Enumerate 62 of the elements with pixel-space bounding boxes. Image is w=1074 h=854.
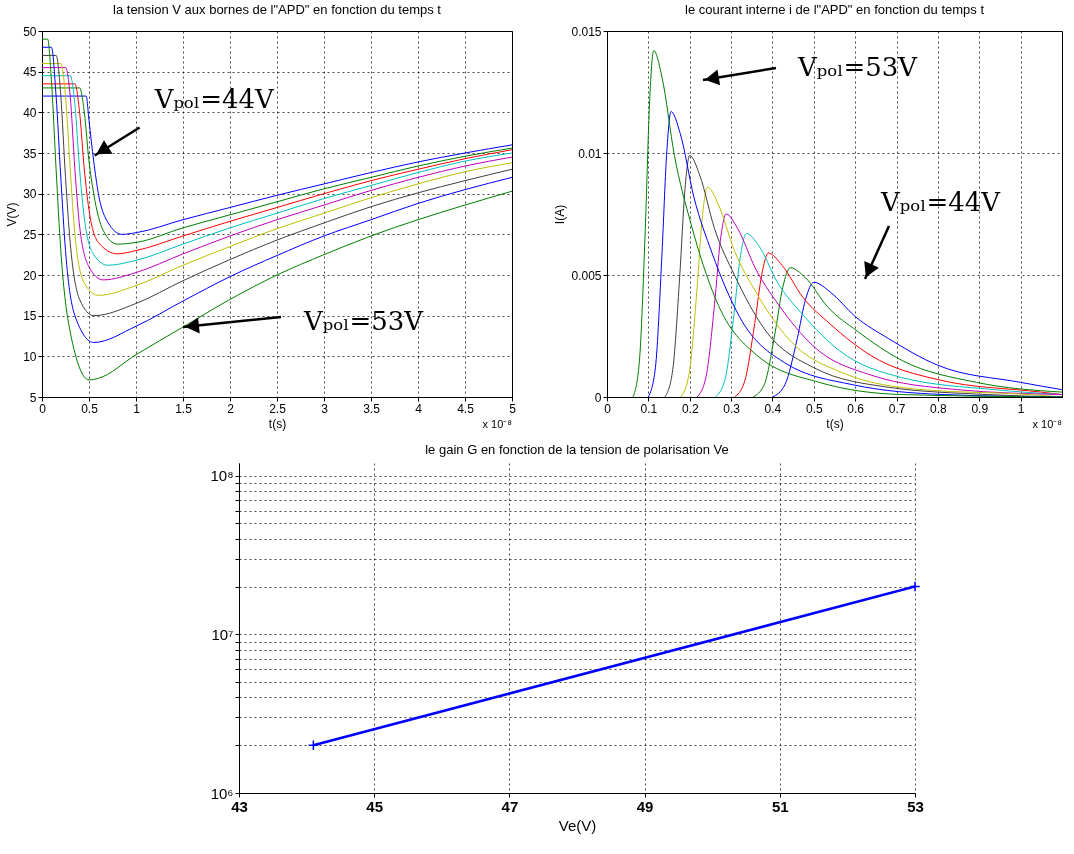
y-tick-label: 10⁶: [210, 784, 234, 802]
x-tick-label: 51: [771, 797, 789, 815]
y-tick-label: 0.005: [571, 268, 602, 283]
x-tick-label: 4: [415, 401, 423, 416]
x-tick-label: 0.7: [888, 401, 906, 416]
line-series: [733, 252, 1062, 397]
y-tick-label: 40: [23, 105, 37, 120]
y-tick-label: 15: [23, 309, 37, 324]
line-series: [696, 213, 1062, 397]
x-tick-label: 5: [509, 401, 517, 416]
x-tick-label: 53: [907, 797, 924, 815]
y-tick-label: 10⁷: [211, 625, 234, 643]
x-tick-label: 0: [39, 401, 47, 416]
y-tick-label: 20: [23, 268, 37, 283]
x-tick-label: 0.9: [971, 401, 989, 416]
chart-title: le courant interne i de l"APD" en fonction du temps t: [684, 2, 985, 17]
x-tick-label: 0.5: [805, 401, 823, 416]
y-tick-label: 35: [23, 146, 37, 161]
y-tick-label: 30: [23, 187, 37, 202]
x-tick-label: 1: [1017, 401, 1025, 416]
y-tick-label: 5: [29, 390, 37, 405]
annotation: Vₚₒₗ=44V: [880, 187, 1002, 217]
annotation: Vₚₒₗ=53V: [303, 306, 425, 337]
x-axis-title: t(s): [268, 416, 287, 431]
y-tick-label: 10⁸: [210, 467, 234, 485]
annotation: Vₚₒₗ=53V: [797, 52, 919, 82]
y-tick-label: 25: [23, 227, 37, 242]
line-series: [632, 50, 1062, 397]
x-tick-label: 47: [501, 797, 519, 815]
text: x 10⁻⁸: [1032, 418, 1062, 430]
y-tick-label: 0.015: [571, 24, 602, 39]
x-tick-label: 0.1: [640, 401, 658, 416]
x-tick-label: 0.6: [847, 401, 865, 416]
x-tick-label: 0.5: [81, 401, 99, 416]
x-tick-label: 43: [231, 797, 248, 815]
chart-title: le gain G en fonction de la tension de polarisation Ve: [425, 442, 729, 457]
text: x 10⁻⁸: [482, 418, 512, 430]
x-tick-label: 4.5: [457, 401, 475, 416]
x-tick-label: 0.4: [764, 401, 782, 416]
x-axis-title: t(s): [826, 416, 844, 431]
x-tick-label: 3: [321, 401, 329, 416]
y-tick-label: 10: [23, 349, 37, 364]
y-tick-label: 50: [23, 24, 37, 39]
x-axis-title: Ve(V): [558, 816, 597, 834]
x-tick-label: 3.5: [363, 401, 381, 416]
x-tick-label: 1.5: [175, 401, 193, 416]
y-tick-label: 0: [594, 390, 602, 405]
annotation: Vₚₒₗ=44V: [153, 84, 276, 115]
x-tick-label: 45: [366, 797, 384, 815]
y-tick-label: 45: [23, 65, 37, 80]
y-axis-title: I(A): [553, 204, 568, 225]
y-axis-title: V(V): [5, 202, 20, 227]
x-tick-label: 1: [133, 401, 141, 416]
x-tick-label: 0.2: [681, 401, 699, 416]
x-tick-label: 0: [604, 401, 612, 416]
y-tick-label: 0.01: [578, 146, 602, 161]
chart-title: la tension V aux bornes de l"APD" en fonction du temps t: [113, 2, 442, 17]
x-tick-label: 49: [636, 797, 654, 815]
x-tick-label: 2: [227, 401, 235, 416]
x-tick-label: 0.3: [723, 401, 741, 416]
x-tick-label: 0.8: [930, 401, 948, 416]
x-tick-label: 2.5: [269, 401, 287, 416]
